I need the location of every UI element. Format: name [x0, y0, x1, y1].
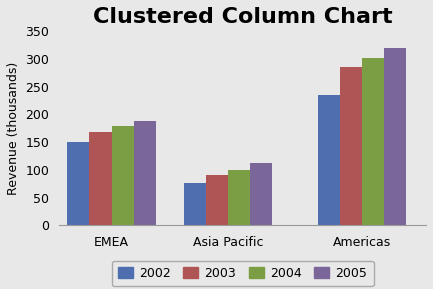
Legend: 2002, 2003, 2004, 2005: 2002, 2003, 2004, 2005	[112, 261, 374, 286]
Bar	[340, 67, 362, 225]
Bar	[250, 163, 272, 225]
Bar	[67, 142, 89, 225]
Title: Clustered Column Chart: Clustered Column Chart	[93, 7, 392, 27]
Bar	[184, 183, 206, 225]
Bar	[362, 58, 384, 225]
Bar	[228, 170, 250, 225]
Bar	[384, 48, 406, 225]
Bar	[89, 132, 112, 225]
Bar	[134, 121, 156, 225]
Bar	[318, 95, 340, 225]
Bar	[112, 126, 134, 225]
Y-axis label: Revenue (thousands): Revenue (thousands)	[7, 62, 20, 195]
Bar	[206, 175, 228, 225]
